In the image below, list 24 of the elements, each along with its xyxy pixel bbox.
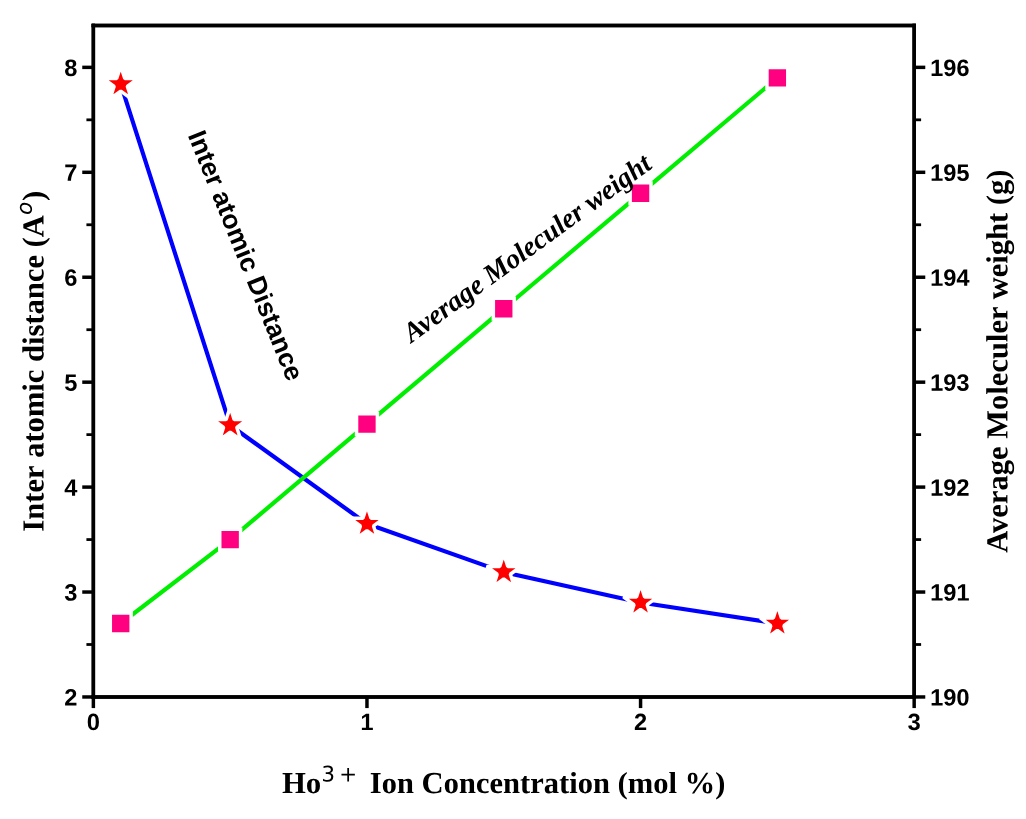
- x-axis-title: Ho$^{3+}$ Ion Concentration (mol %): [282, 765, 725, 800]
- y-tick-label: 6: [65, 269, 77, 287]
- x-tick-label: 2: [634, 713, 647, 731]
- y-tick-label: 5: [64, 374, 77, 391]
- y-tick-label: 7: [65, 164, 77, 181]
- point: [218, 527, 243, 552]
- y2-tick-label: 191: [931, 584, 969, 601]
- y2-tick-label: 196: [931, 59, 969, 77]
- y2-tick-label: 193: [931, 374, 969, 391]
- y2-tick-label: 194: [931, 269, 970, 287]
- x-tick-label: 1: [361, 713, 373, 731]
- y-tick-label: 3: [64, 584, 77, 601]
- x-tick-label: 3: [908, 713, 920, 731]
- y-axis-title: Inter atomic distance (A$^{o}$): [19, 192, 50, 531]
- x-tick-label: 0: [87, 713, 99, 731]
- y-tick-label: 4: [64, 479, 78, 496]
- y2-tick-label: 192: [931, 479, 969, 496]
- y-tick-label: 8: [65, 59, 77, 77]
- y2-tick-label: 195: [931, 164, 969, 182]
- point: [354, 411, 380, 437]
- y-tick-label: 2: [65, 689, 77, 706]
- y2-tick-label: 190: [931, 689, 969, 706]
- point: [491, 296, 516, 321]
- y2-axis-title: Average Moleculer weight (g): [986, 170, 1015, 553]
